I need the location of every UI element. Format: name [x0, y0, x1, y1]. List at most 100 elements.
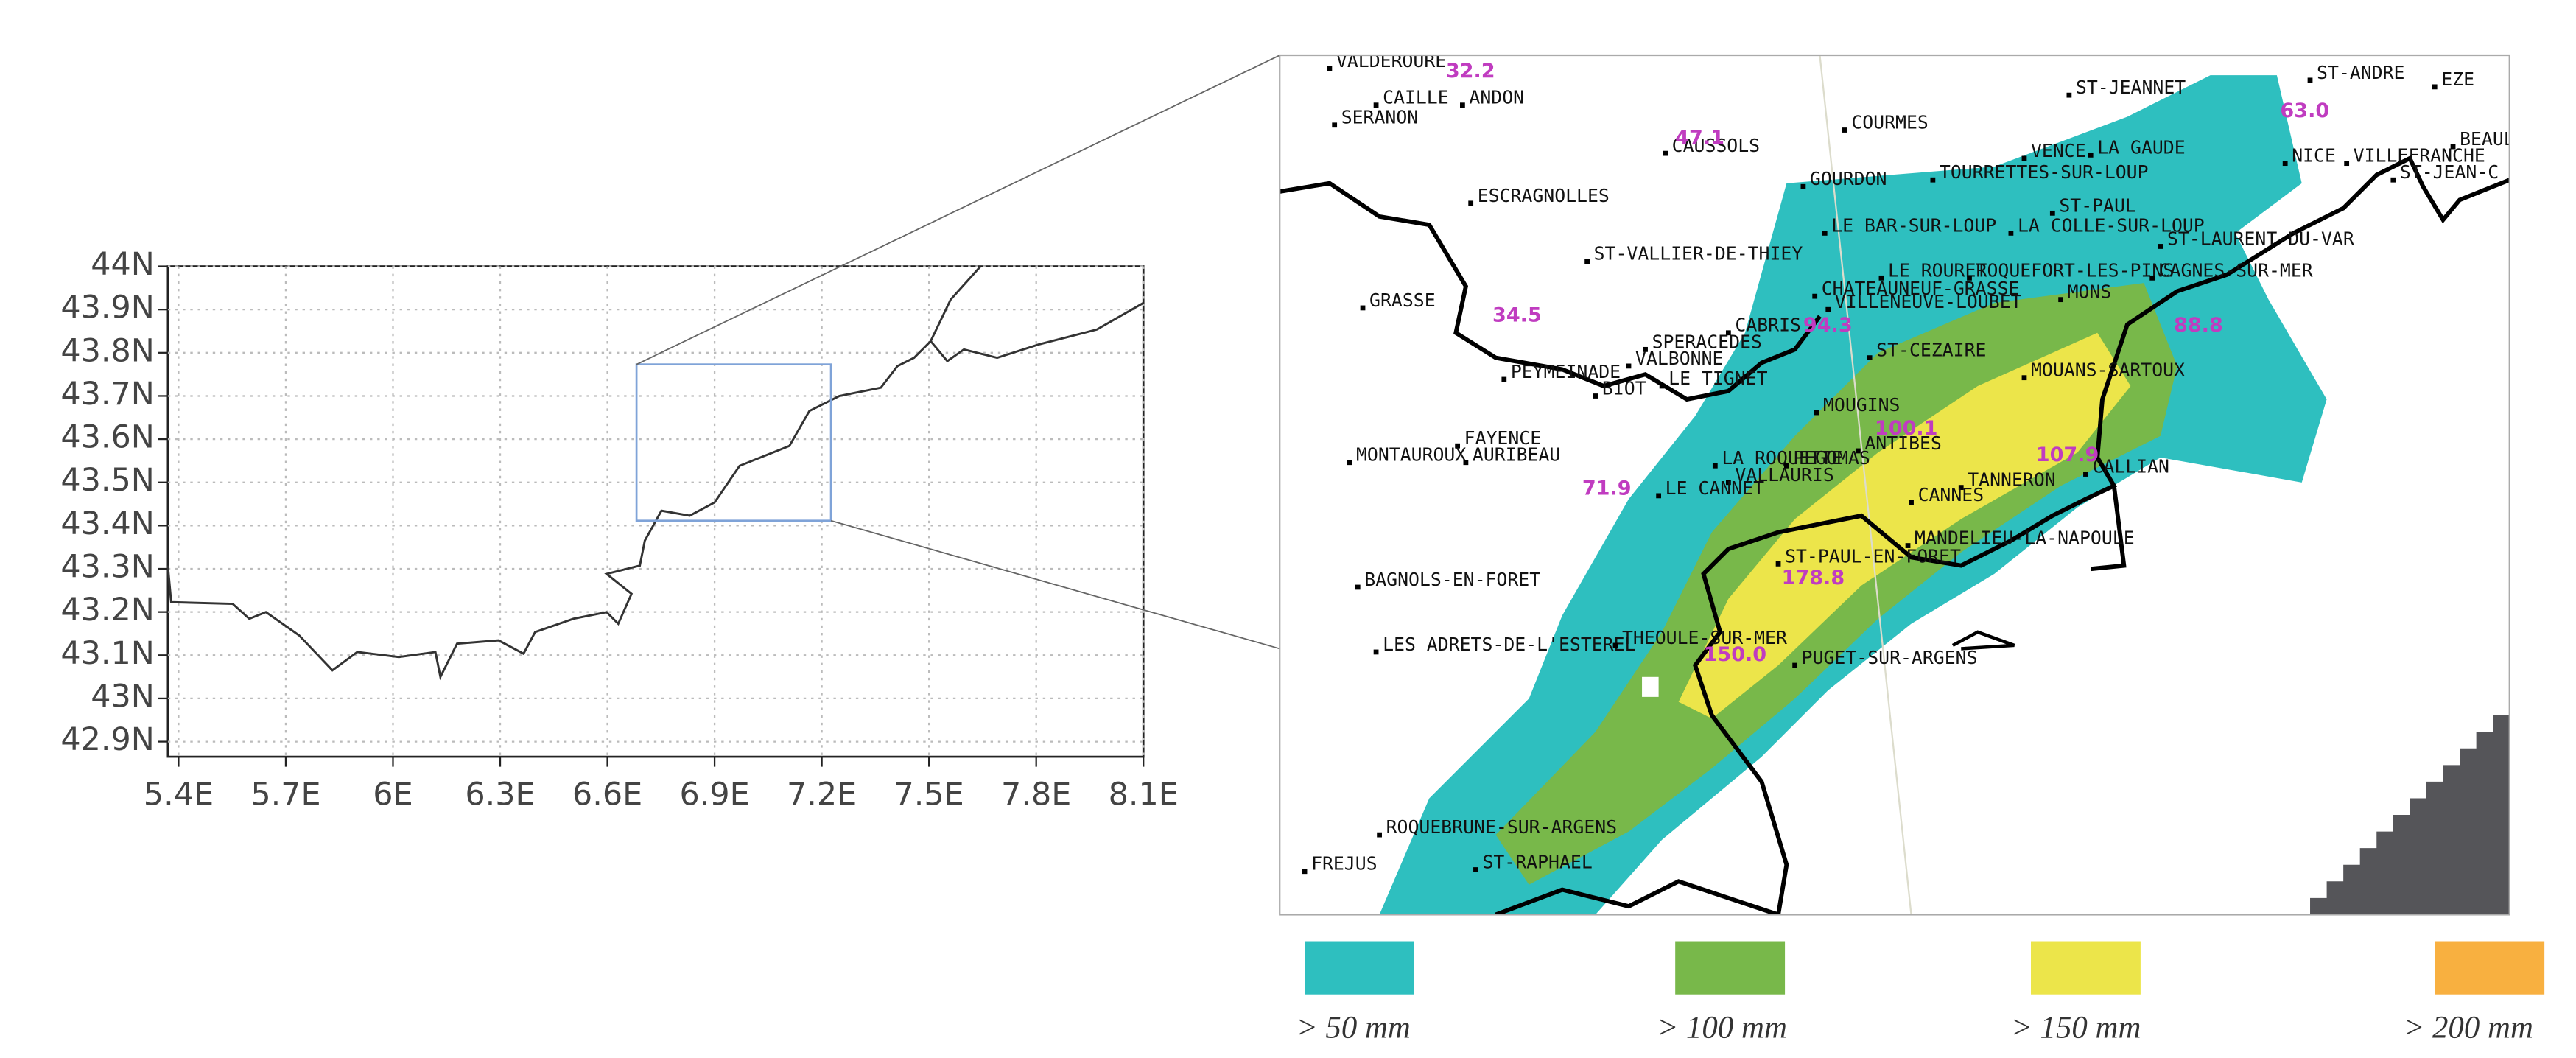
- town-marker: [1930, 177, 1936, 183]
- rain-area-150: [1678, 332, 2131, 719]
- town-marker: [1463, 460, 1469, 466]
- x-tick-label: 7.2E: [787, 777, 857, 813]
- town-marker: [1878, 275, 1884, 281]
- town-marker: [1473, 867, 1478, 872]
- border: [930, 265, 982, 342]
- detail-map: VALDEROURE CAILLE ANDON SERANON CAUSSOLS COUR…: [1280, 50, 2547, 915]
- town-marker: [1814, 410, 1819, 416]
- town-label: LES ADRETS-DE-L'ESTEREL: [1383, 634, 1635, 655]
- town-marker: [2021, 375, 2027, 381]
- town-marker: [2390, 177, 2396, 183]
- y-tick-label: 44N: [91, 246, 155, 283]
- town-label: ROQUEFORT-LES-PINS: [1976, 259, 2175, 281]
- rain-total-label: 34.5: [1492, 304, 1542, 327]
- town-marker: [1347, 460, 1352, 466]
- legend: > 50 mm > 100 mm > 150 mm > 200 mm: [1296, 941, 2545, 1045]
- town-marker: [1725, 480, 1731, 486]
- town-marker: [2344, 161, 2350, 167]
- town-marker: [1612, 642, 1618, 648]
- town-marker: [1800, 183, 1806, 189]
- town-marker: [1663, 150, 1668, 156]
- town-label: LA COLLE-SUR-LOUP: [2018, 214, 2205, 236]
- town-label: GRASSE: [1369, 290, 1436, 311]
- town-label: BAGNOLS-EN-FORET: [1364, 569, 1540, 590]
- x-tick-label: 7.5E: [894, 777, 964, 813]
- overview-grid: [158, 265, 1145, 767]
- town-marker: [1822, 231, 1828, 236]
- town-marker: [1842, 127, 1847, 133]
- rain-total-label: 63.0: [2280, 99, 2329, 122]
- rain-total-label: 88.8: [2174, 314, 2223, 337]
- town-marker: [1812, 293, 1818, 299]
- town-marker: [2450, 144, 2456, 150]
- towns: VALDEROURE CAILLE ANDON SERANON CAUSSOLS COUR…: [1302, 50, 2547, 875]
- y-tick-label: 43.2N: [60, 592, 154, 628]
- town-marker: [1302, 869, 1308, 875]
- town-marker: [1725, 330, 1731, 336]
- town-marker: [1792, 662, 1798, 668]
- meridian: [1819, 55, 1912, 915]
- town-label: SPERACEDES: [1652, 331, 1762, 352]
- legend-swatch: [1675, 941, 1786, 995]
- town-marker: [1659, 383, 1665, 389]
- town-label: TOURRETTES-SUR-LOUP: [1940, 161, 2149, 183]
- town-label: MOUANS-SARTOUX: [2031, 360, 2185, 381]
- x-tick-label: 6.3E: [465, 777, 535, 813]
- town-label: ST-CEZAIRE: [1876, 340, 1986, 361]
- town-label: BEAULIEU: [2460, 128, 2547, 150]
- town-label: FAYENCE: [1464, 427, 1542, 449]
- town-label: VILLENEUVE-LOUBET: [1835, 291, 2022, 312]
- legend-swatch: [2435, 941, 2545, 995]
- y-tick-label: 42.9N: [60, 721, 154, 758]
- y-tick-label: 43.6N: [60, 419, 154, 456]
- town-marker: [1855, 448, 1861, 454]
- town-label: COURMES: [1851, 112, 1929, 133]
- town-label: MOUGINS: [1823, 394, 1901, 416]
- town-label: ST-JEAN-C: [2400, 161, 2499, 183]
- x-tick-label: 7.8E: [1001, 777, 1071, 813]
- rain-total-label: 100.1: [1875, 417, 1938, 440]
- town-marker: [1373, 649, 1379, 655]
- detail-border: [1280, 181, 1822, 402]
- town-label: MANDELIEU-LA-NAPOULE: [1915, 528, 2135, 549]
- town-marker: [2149, 275, 2155, 281]
- detail-border: [1495, 879, 1779, 915]
- rain-total-label: 71.9: [1582, 477, 1632, 500]
- coastline: [166, 301, 1144, 681]
- town-marker: [2021, 155, 2027, 161]
- y-tick-label: 43.4N: [60, 505, 154, 542]
- town-label: MONTAUROUX: [1356, 444, 1466, 466]
- town-label: LA ROQUETTE: [1722, 447, 1842, 469]
- town-label: VALLAURIS: [1735, 464, 1833, 486]
- town-label: VALDEROURE: [1336, 50, 1446, 71]
- town-marker: [2083, 472, 2088, 477]
- town-label: VENCE: [2031, 140, 2086, 161]
- legend-label: > 150 mm: [2011, 1010, 2141, 1045]
- x-tick-label: 5.4E: [144, 777, 214, 813]
- town-label: ST-PAUL-EN-FORET: [1785, 545, 1961, 567]
- legend-label: > 200 mm: [2403, 1010, 2533, 1045]
- town-label: ST-RAPHAEL: [1482, 851, 1592, 872]
- island: [1951, 630, 2015, 651]
- town-marker: [2088, 152, 2094, 158]
- town-label: CAUSSOLS: [1672, 135, 1760, 156]
- town-marker: [2307, 77, 2313, 83]
- y-tick-label: 43.1N: [60, 635, 154, 672]
- town-label: SERANON: [1341, 107, 1419, 128]
- town-marker: [1867, 355, 1873, 361]
- rain-gap: [1642, 676, 1659, 697]
- town-marker: [2008, 231, 2014, 236]
- town-label: PEYMEINADE: [1511, 361, 1621, 382]
- town-marker: [2049, 210, 2055, 216]
- detail-coastline: [1692, 155, 2510, 915]
- legend-swatch: [1305, 941, 1414, 995]
- town-marker: [1825, 306, 1831, 312]
- town-label: CAGNES-SUR-MER: [2159, 259, 2313, 281]
- town-marker: [1626, 363, 1632, 369]
- town-label: MONS: [2068, 281, 2112, 303]
- town-label: LE TIGNET: [1668, 368, 1767, 389]
- x-tick-label: 6E: [373, 777, 413, 813]
- town-marker: [1460, 102, 1465, 108]
- town-label: THEOULE-SUR-MER: [1622, 627, 1787, 648]
- legend-swatch: [2030, 941, 2141, 995]
